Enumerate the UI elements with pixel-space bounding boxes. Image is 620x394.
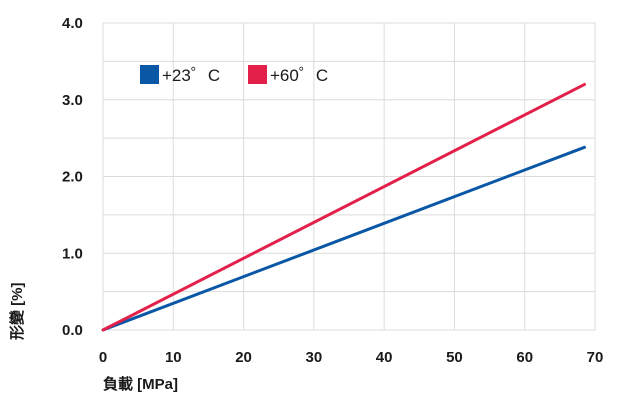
legend-swatch-0 (140, 65, 159, 84)
grid (102, 22, 596, 331)
y-tick-label: 3.0 (62, 92, 83, 109)
y-tick-label: 2.0 (62, 169, 83, 186)
y-tick-label: 0.0 (62, 322, 83, 339)
legend-swatch-1 (248, 65, 267, 84)
x-tick-label: 0 (99, 349, 107, 366)
series-lines (101, 82, 586, 332)
series-line-1 (101, 82, 586, 332)
x-tick-label: 60 (516, 349, 533, 366)
legend-label-0: +23゜C (162, 66, 220, 85)
y-axis-title: 形變 [%] (8, 282, 26, 340)
y-tick-label: 4.0 (62, 15, 83, 32)
x-tick-label: 20 (235, 349, 252, 366)
x-tick-label: 30 (306, 349, 323, 366)
x-axis-title: 負載 [MPa] (103, 375, 178, 393)
series-line-0 (101, 145, 586, 332)
y-tick-label: 1.0 (62, 245, 83, 262)
tick-labels: 0 10 20 30 40 50 60 70 0.0 1.0 2.0 3.0 4.0 (62, 15, 603, 366)
x-tick-label: 70 (587, 349, 604, 366)
legend-label-1: +60゜C (270, 66, 328, 85)
legend: +23゜C +60゜C (140, 65, 328, 85)
x-tick-label: 10 (165, 349, 182, 366)
x-tick-label: 40 (376, 349, 393, 366)
x-tick-label: 50 (446, 349, 463, 366)
